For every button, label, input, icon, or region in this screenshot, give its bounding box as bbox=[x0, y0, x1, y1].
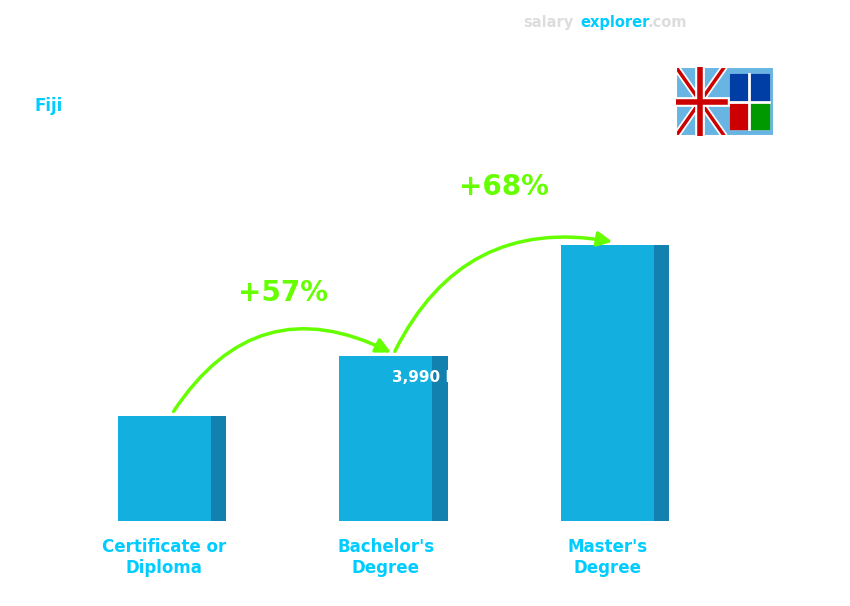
Text: +57%: +57% bbox=[238, 279, 328, 307]
Text: explorer: explorer bbox=[581, 15, 650, 30]
Text: Salary Comparison By Education: Salary Comparison By Education bbox=[34, 15, 567, 43]
Polygon shape bbox=[433, 356, 448, 521]
Text: 2,540 FJD: 2,540 FJD bbox=[31, 394, 113, 409]
Text: 6,690 FJD: 6,690 FJD bbox=[676, 225, 758, 241]
Polygon shape bbox=[654, 245, 670, 521]
Text: Fiji: Fiji bbox=[34, 97, 62, 115]
Text: Average Monthly Salary: Average Monthly Salary bbox=[820, 278, 830, 401]
Bar bbox=[339, 356, 433, 521]
Bar bbox=[729, 101, 749, 129]
Bar bbox=[729, 74, 768, 129]
Text: .com: .com bbox=[648, 15, 687, 30]
Text: 3,990 FJD: 3,990 FJD bbox=[393, 370, 474, 385]
Text: +68%: +68% bbox=[459, 173, 549, 201]
Polygon shape bbox=[211, 416, 226, 521]
Text: System Administrator: System Administrator bbox=[34, 64, 230, 82]
Bar bbox=[729, 74, 768, 101]
Text: salary: salary bbox=[523, 15, 573, 30]
Bar bbox=[118, 416, 211, 521]
Bar bbox=[561, 245, 654, 521]
Bar bbox=[749, 101, 768, 129]
